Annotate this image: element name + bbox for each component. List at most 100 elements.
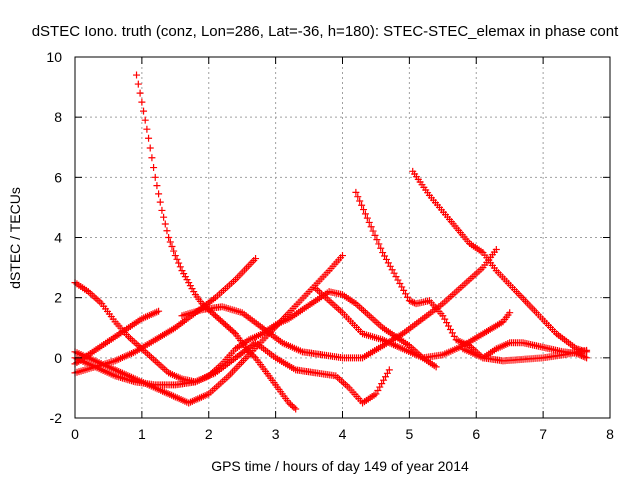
data-point <box>363 214 371 222</box>
data-point <box>287 400 295 408</box>
data-point <box>290 403 298 411</box>
data-point <box>216 316 224 324</box>
data-point <box>178 267 186 275</box>
data-point <box>360 206 368 214</box>
data-point <box>407 297 415 305</box>
data-point <box>373 236 381 244</box>
data-point <box>180 270 188 278</box>
axis-ticks: 0 1 2 3 4 5 6 7 8 -2 0 2 4 6 8 10 <box>46 49 614 442</box>
data-point <box>153 182 161 190</box>
data-point <box>188 285 196 293</box>
data-point <box>492 246 500 254</box>
data-point <box>181 273 189 281</box>
data-point <box>583 346 591 354</box>
data-point <box>285 399 293 407</box>
data-point <box>173 255 181 263</box>
grid <box>75 57 610 418</box>
data-point <box>211 312 219 320</box>
data-point <box>166 238 174 246</box>
data-point <box>155 307 163 315</box>
y-tick-label: 4 <box>54 230 62 246</box>
data-point <box>171 252 179 260</box>
data-point <box>161 220 169 228</box>
data-point <box>213 313 221 321</box>
data-point <box>221 321 229 329</box>
x-tick-label: 6 <box>472 426 480 442</box>
data-point <box>358 201 366 209</box>
y-tick-label: 0 <box>54 350 62 366</box>
data-point <box>226 325 234 333</box>
x-tick-label: 3 <box>272 426 280 442</box>
data-point <box>143 125 151 133</box>
data-point <box>352 188 360 196</box>
x-tick-label: 2 <box>205 426 213 442</box>
data-point <box>185 279 193 287</box>
data-point <box>250 352 258 360</box>
data-point <box>138 98 146 106</box>
x-tick-label: 8 <box>606 426 614 442</box>
data-point <box>183 276 191 284</box>
data-point <box>228 327 236 335</box>
data-point <box>165 234 173 241</box>
data-point <box>583 354 591 362</box>
data-point <box>365 218 373 226</box>
data-point <box>141 116 149 124</box>
x-tick-label: 5 <box>405 426 413 442</box>
data-point <box>367 223 375 231</box>
data-point <box>215 315 223 323</box>
data-point <box>190 288 198 296</box>
data-point <box>146 144 154 152</box>
data-point <box>163 227 171 235</box>
data-series <box>71 71 591 413</box>
data-point <box>156 198 164 206</box>
data-point <box>230 328 238 336</box>
y-tick-label: 8 <box>54 109 62 125</box>
y-tick-label: 6 <box>54 169 62 185</box>
data-point <box>377 244 385 252</box>
data-point <box>220 319 228 327</box>
data-point <box>176 263 184 271</box>
data-point <box>385 366 393 374</box>
data-point <box>354 193 362 201</box>
data-point <box>160 213 168 221</box>
data-point <box>186 282 194 290</box>
series-arc-6 <box>71 339 393 407</box>
y-tick-label: -2 <box>50 410 63 426</box>
data-point <box>361 210 369 218</box>
data-point <box>150 164 158 172</box>
x-tick-label: 7 <box>539 426 547 442</box>
data-point <box>218 318 226 326</box>
data-point <box>155 190 163 198</box>
data-point <box>148 154 156 162</box>
data-point <box>292 405 300 413</box>
data-point <box>210 310 218 318</box>
series-arc-7 <box>178 246 500 362</box>
data-point <box>409 298 417 306</box>
data-point <box>405 297 413 305</box>
data-point <box>375 240 383 248</box>
data-point <box>175 259 183 267</box>
series-arc-10 <box>312 285 514 362</box>
data-point <box>339 252 346 260</box>
data-point <box>369 227 377 235</box>
data-point <box>145 134 153 142</box>
data-point <box>134 80 142 88</box>
data-point <box>208 309 216 317</box>
chart-title: dSTEC Iono. truth (conz, Lon=286, Lat=-3… <box>32 23 619 40</box>
data-point <box>432 363 440 371</box>
data-point <box>223 322 231 330</box>
x-tick-label: 0 <box>71 426 79 442</box>
x-axis-label: GPS time / hours of day 149 of year 2014 <box>211 458 469 474</box>
y-tick-label: 10 <box>46 49 62 65</box>
data-point <box>158 206 166 214</box>
x-tick-label: 4 <box>339 426 347 442</box>
data-point <box>356 197 364 205</box>
data-point <box>170 247 178 255</box>
data-point <box>225 324 233 332</box>
data-point <box>140 107 148 115</box>
data-point <box>136 89 144 97</box>
data-point <box>133 71 141 79</box>
data-point <box>151 173 159 181</box>
y-axis-label: dSTEC / TECUs <box>7 187 23 289</box>
